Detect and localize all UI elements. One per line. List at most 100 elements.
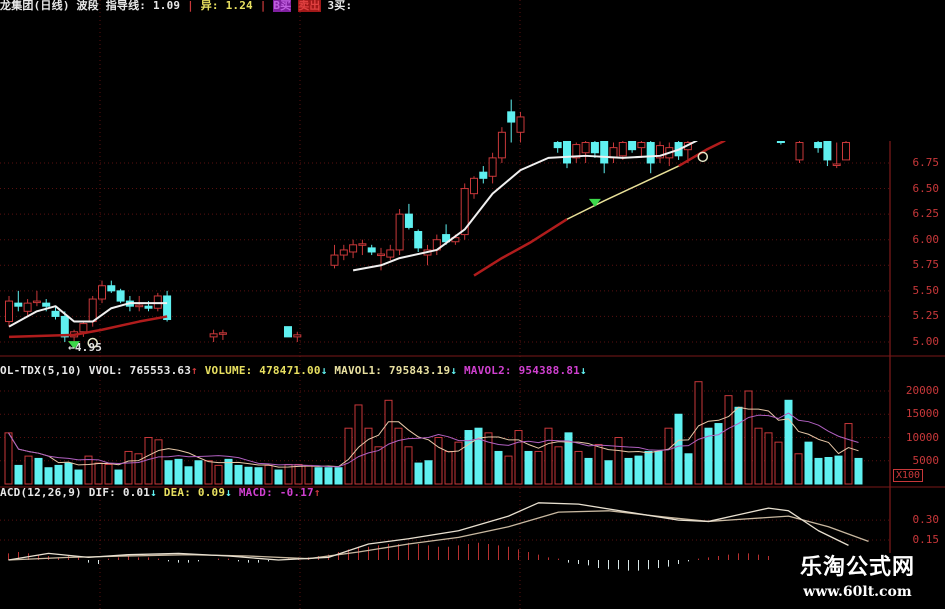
- volume-bar: [194, 460, 203, 485]
- volume-bar: [684, 453, 693, 485]
- candle-body: [367, 247, 376, 253]
- price-tick-label: 6.25: [912, 207, 940, 221]
- volume-bar: [124, 450, 133, 485]
- candlestick: [563, 137, 571, 169]
- volume-bar: [544, 427, 553, 485]
- candlestick: [349, 239, 358, 259]
- down-arrow-icon: ↓: [150, 486, 157, 499]
- candlestick: [284, 326, 292, 338]
- volume-bar: [384, 399, 393, 485]
- volume-tick-label: 5000: [912, 453, 940, 467]
- sell-label: 卖出: [298, 0, 321, 12]
- candle-body: [144, 305, 153, 309]
- volume-bar: [224, 458, 233, 485]
- volume-bar: [824, 456, 833, 485]
- candle-body: [218, 332, 227, 335]
- candle-body: [479, 171, 488, 179]
- volume-bar: [414, 462, 423, 485]
- candlestick: [590, 139, 599, 158]
- volume-bar: [624, 457, 633, 485]
- volume-tick-label: 20000: [905, 384, 939, 397]
- ma-short-line: [8, 302, 168, 328]
- price-tick-label: 6.00: [912, 232, 940, 246]
- security-title: 龙集团(日线): [0, 0, 70, 12]
- mavol1-value: MAVOL1: 795843.19: [334, 364, 451, 377]
- buy-signal-triangle-icon: [68, 341, 81, 350]
- candle-body: [293, 334, 302, 338]
- volume-bar: [364, 427, 373, 485]
- volume-bar: [784, 399, 793, 485]
- volume-bar: [134, 453, 143, 485]
- candlestick: [358, 239, 367, 256]
- price-tick-label: 5.00: [912, 335, 940, 348]
- candlestick: [339, 244, 348, 261]
- dif-line: [8, 502, 849, 561]
- candlestick: [609, 142, 618, 163]
- candle-body: [488, 157, 497, 177]
- volume-bar: [564, 432, 573, 485]
- candle-body: [395, 213, 404, 251]
- volume-header: OL-TDX(5,10) VVOL: 765553.63↑ VOLUME: 47…: [0, 364, 587, 377]
- candle-body: [284, 326, 292, 338]
- candle-body: [795, 142, 804, 161]
- volume-bar: [714, 423, 723, 485]
- volume-bar: [554, 446, 563, 485]
- candle-body: [646, 142, 655, 164]
- candle-body: [460, 188, 469, 236]
- macd-panel: [8, 502, 869, 571]
- buy-signal-triangle-icon: [588, 198, 601, 207]
- candle-body: [814, 142, 823, 149]
- volume-bar: [604, 460, 613, 485]
- volume-bar: [54, 464, 63, 485]
- candle-body: [581, 142, 590, 154]
- mavol2-line: [8, 412, 859, 468]
- volume-bar: [804, 441, 813, 485]
- ma-mid-line: [566, 165, 679, 220]
- ma-long-line: [677, 139, 726, 168]
- candle-body: [516, 116, 525, 133]
- candle-body: [23, 302, 32, 312]
- indicator-value: 波段 指导线: 1.09: [76, 0, 181, 12]
- signal-circle-icon: [87, 337, 98, 349]
- candlestick: [479, 166, 488, 184]
- candlestick: [107, 280, 116, 293]
- low-price-value: 4.95: [74, 341, 103, 354]
- price-tick-label: 5.25: [912, 309, 940, 323]
- volume-bar: [584, 457, 593, 485]
- volume-bar: [14, 464, 23, 485]
- volume-bar: [814, 457, 823, 485]
- volume-bar: [154, 439, 163, 485]
- volume-bar: [44, 467, 53, 485]
- candlestick: [497, 127, 506, 163]
- macd-tick-label: 0.30: [912, 513, 940, 527]
- candlestick: [367, 244, 376, 256]
- mavol2-value: MAVOL2: 954388.81: [463, 364, 580, 377]
- candlestick: [51, 306, 60, 320]
- volume-bar: [214, 464, 223, 485]
- volume-bar: [704, 427, 713, 485]
- down-arrow-icon: ↓: [579, 364, 587, 377]
- candle-body: [135, 304, 144, 308]
- buy-3-label: 3买:: [327, 0, 353, 12]
- volume-bar: [84, 455, 93, 485]
- candlestick: [218, 329, 227, 340]
- price-tick-label: 6.50: [912, 181, 940, 195]
- volume-bar: [354, 404, 363, 485]
- candlestick: [32, 290, 41, 307]
- volume-bar: [104, 463, 113, 485]
- candle-body: [116, 290, 125, 302]
- candlestick: [209, 329, 218, 342]
- candle-body: [349, 244, 358, 253]
- volume-bar: [164, 460, 173, 485]
- volume-bar: [724, 395, 733, 485]
- candle-body: [656, 145, 664, 159]
- candlestick: [581, 137, 590, 163]
- candlestick: [814, 140, 823, 153]
- watermark-logo: 乐淘公式网 www.60lt.com: [770, 553, 945, 609]
- volume-bar: [314, 467, 323, 485]
- candlestick: [293, 331, 302, 342]
- candlestick: [656, 141, 664, 163]
- volume-bar: [494, 450, 503, 485]
- up-arrow-icon: ↑: [313, 486, 321, 499]
